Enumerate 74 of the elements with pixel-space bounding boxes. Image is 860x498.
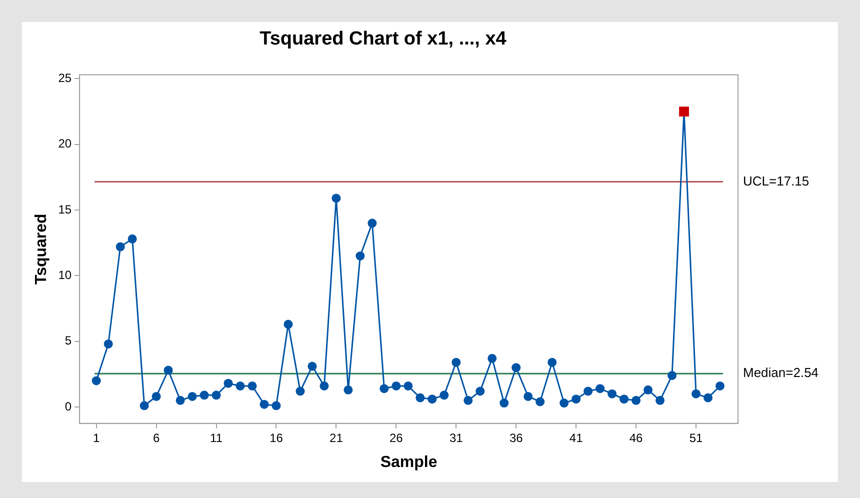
point [176,396,185,405]
point [548,358,557,367]
point [692,389,701,398]
chart-title: Tsquared Chart of x1, ..., x4 [260,28,507,50]
point [656,396,665,405]
x-tick-label: 1 [92,430,100,445]
point [116,242,125,252]
x-axis-title: Sample [380,454,438,471]
point [248,381,257,390]
point [428,394,437,404]
point [104,339,113,348]
point [644,385,653,394]
point [308,362,317,371]
point [524,392,533,401]
point [452,358,461,367]
x-tick-label: 6 [152,430,160,445]
x-tick-label: 16 [270,430,284,445]
point [284,320,293,329]
point [440,390,449,400]
point [380,384,389,394]
point [164,366,173,375]
point [464,396,473,405]
x-tick-label: 26 [390,430,404,445]
point [152,392,161,401]
point [212,390,221,400]
point [128,234,137,244]
point [704,393,713,402]
point [500,398,509,408]
point [236,381,245,390]
x-tick-label: 36 [509,430,524,445]
point [188,392,197,401]
point [296,386,305,396]
point [608,389,617,398]
y-tick-label: 10 [58,268,72,282]
y-axis-title: Tsquared [33,214,50,285]
point [344,385,353,394]
point [332,194,341,203]
y-tick-label: 5 [64,334,72,348]
point [416,393,425,402]
point [632,396,641,405]
point [584,386,593,396]
point [716,381,725,390]
ref-line-label: Median=2.54 [743,365,819,380]
point [536,397,545,406]
point [272,401,281,410]
point [572,394,581,404]
point [404,381,413,390]
point [560,398,569,408]
y-tick-label: 0 [64,399,72,414]
point [620,394,629,404]
y-tick-label: 20 [58,136,72,151]
point [668,370,677,380]
x-tick-label: 51 [689,430,704,445]
point [368,218,377,228]
point [356,251,365,260]
ref-line-label: UCL=17.15 [743,173,810,188]
x-tick-label: 21 [330,430,344,445]
x-tick-label: 41 [569,430,584,445]
point [392,381,401,390]
point [200,390,209,400]
point [260,400,269,409]
point [596,384,605,394]
y-tick-label: 25 [58,71,72,86]
point [476,386,485,396]
point [512,363,521,372]
x-tick-label: 11 [210,430,223,445]
point [140,401,149,410]
y-tick-label: 15 [58,202,72,216]
point [92,376,101,386]
x-tick-label: 46 [629,430,644,445]
point [320,381,329,390]
point [224,378,233,388]
x-tick-label: 31 [449,430,464,445]
point [488,354,497,363]
